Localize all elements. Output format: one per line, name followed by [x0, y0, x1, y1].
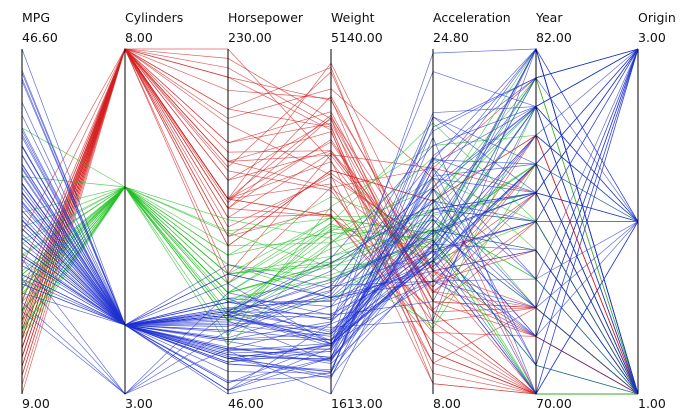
- axis-title-year: Year: [535, 10, 563, 25]
- polylines-layer: [21, 47, 639, 395]
- axis-title-cylinders: Cylinders: [125, 10, 183, 25]
- record-polyline-114: [21, 106, 639, 395]
- axis-min-label-cylinders: 3.00: [125, 396, 153, 411]
- axis-min-label-acceleration: 8.00: [433, 396, 461, 411]
- axis-max-label-origin: 3.00: [638, 30, 666, 45]
- record-polyline-113: [21, 105, 639, 395]
- record-polyline-112: [21, 105, 639, 395]
- axis-min-label-horsepower: 46.00: [228, 396, 264, 411]
- axis-title-weight: Weight: [331, 10, 375, 25]
- axis-max-label-acceleration: 24.80: [433, 30, 469, 45]
- axis-min-label-origin: 1.00: [638, 396, 666, 411]
- record-polyline-111: [21, 105, 639, 372]
- axis-title-origin: Origin: [638, 10, 676, 25]
- axis-max-label-horsepower: 230.00: [228, 30, 272, 45]
- axis-max-label-year: 82.00: [536, 30, 572, 45]
- record-polyline-71: [21, 136, 639, 395]
- axis-title-horsepower: Horsepower: [228, 10, 304, 25]
- record-polyline-131: [21, 192, 639, 395]
- axis-max-label-mpg: 46.60: [22, 30, 58, 45]
- axis-max-label-weight: 5140.00: [331, 30, 383, 45]
- axis-title-mpg: MPG: [22, 10, 50, 25]
- axes-layer: MPG 46.60 9.00 Cylinders 8.00 3.00 Horsepower 2…: [21, 10, 676, 411]
- axis-min-label-year: 70.00: [536, 396, 572, 411]
- record-polyline-63: [21, 105, 639, 395]
- record-polyline-117: [21, 192, 639, 395]
- axis-max-label-cylinders: 8.00: [125, 30, 153, 45]
- axis-title-acceleration: Acceleration: [433, 10, 511, 25]
- axis-min-label-mpg: 9.00: [22, 396, 50, 411]
- axis-min-label-weight: 1613.00: [331, 396, 383, 411]
